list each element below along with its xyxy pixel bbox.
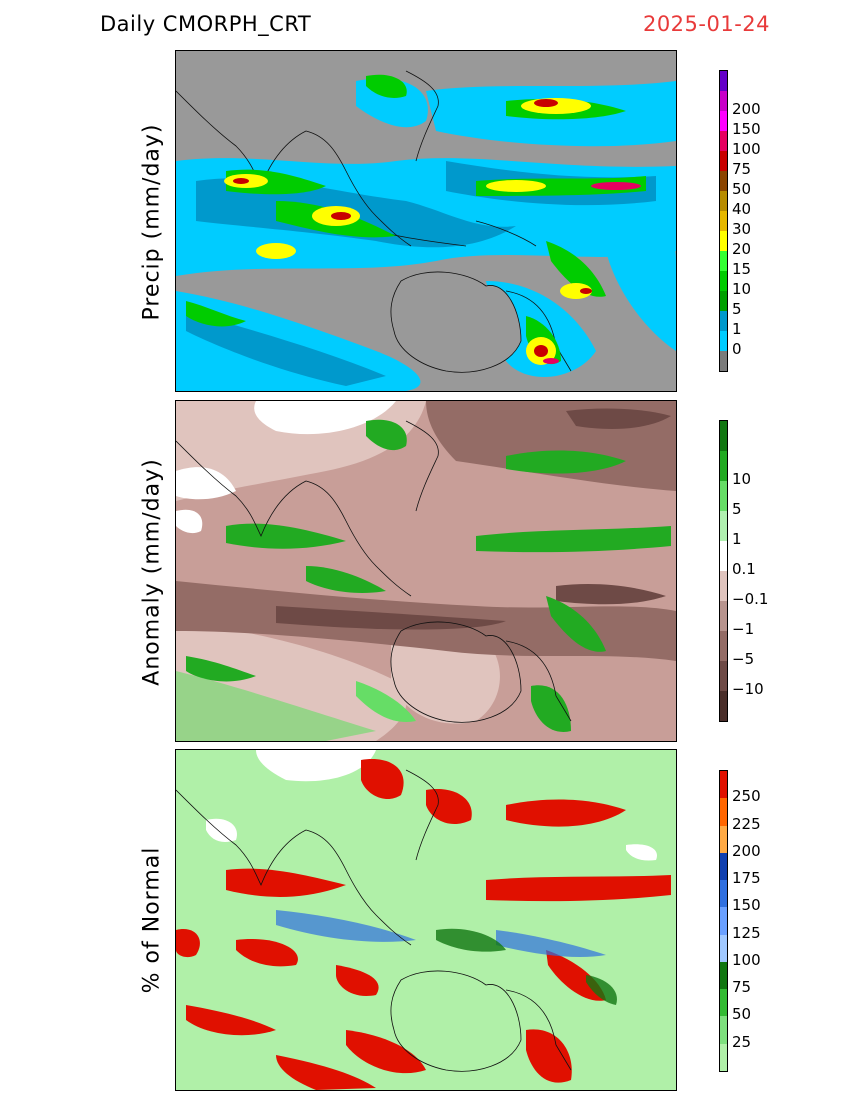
precip-colorbar-label: 0 bbox=[732, 340, 742, 358]
precip-map-panel bbox=[175, 50, 677, 392]
precip-colorbar-label: 30 bbox=[732, 220, 752, 238]
anomaly-colorbar-label: 5 bbox=[732, 500, 742, 518]
anomaly-map bbox=[176, 401, 676, 741]
figure-title: Daily CMORPH_CRT bbox=[100, 12, 312, 36]
precip-colorbar-label: 10 bbox=[732, 280, 752, 298]
precip-map bbox=[176, 51, 676, 391]
percent-colorbar-label: 250 bbox=[732, 787, 761, 806]
percent-colorbar-label: 175 bbox=[732, 869, 761, 888]
percent-colorbar-segment bbox=[720, 852, 727, 881]
precip-colorbar-segment bbox=[720, 171, 727, 191]
percent-high-red bbox=[176, 759, 671, 1090]
percent-colorbar-segment bbox=[720, 934, 727, 962]
precip-colorbar-segment bbox=[720, 331, 727, 351]
percent-coastlines bbox=[176, 769, 572, 1072]
percent-colorbar-label: 225 bbox=[732, 814, 761, 833]
anomaly-colorbar-segment bbox=[720, 631, 727, 661]
precip-colorbar bbox=[719, 70, 728, 372]
anomaly-colorbar-segment bbox=[720, 421, 727, 451]
anomaly-positive-green bbox=[186, 419, 671, 732]
percent-map bbox=[176, 750, 676, 1090]
anomaly-strong-negative bbox=[276, 408, 671, 630]
anomaly-colorbar-label: 10 bbox=[732, 470, 752, 488]
precip-magenta-cores bbox=[543, 182, 641, 364]
percent-colorbar-label: 150 bbox=[732, 896, 761, 915]
precip-colorbar-segment bbox=[720, 111, 727, 131]
precip-colorbar-label: 50 bbox=[732, 180, 752, 198]
figure-date: 2025-01-24 bbox=[642, 12, 770, 36]
precip-colorbar-label: 150 bbox=[732, 120, 761, 138]
percent-white-areas bbox=[206, 750, 657, 861]
anomaly-colorbar bbox=[719, 420, 728, 722]
percent-green-specks bbox=[436, 928, 617, 1005]
anomaly-colorbar-label: −10 bbox=[732, 680, 764, 698]
precip-colorbar-segment bbox=[720, 231, 727, 251]
precip-colorbar-label: 15 bbox=[732, 260, 752, 278]
percent-colorbar-segment bbox=[720, 961, 727, 990]
percent-colorbar-label: 50 bbox=[732, 1005, 752, 1024]
anomaly-colorbar-segment bbox=[720, 451, 727, 481]
anomaly-colorbar-segment bbox=[720, 691, 727, 721]
precip-colorbar-label: 5 bbox=[732, 300, 742, 318]
anomaly-colorbar-segment bbox=[720, 511, 727, 541]
anomaly-neutral-areas bbox=[176, 401, 396, 534]
percent-map-panel bbox=[175, 749, 677, 1091]
precip-colorbar-label: 20 bbox=[732, 240, 752, 258]
anomaly-colorbar-segment bbox=[720, 601, 727, 631]
anomaly-colorbar-label: −1 bbox=[732, 620, 755, 638]
precip-colorbar-label: 200 bbox=[732, 100, 761, 118]
precip-colorbar-label: 75 bbox=[732, 160, 752, 178]
anomaly-colorbar-segment bbox=[720, 481, 727, 511]
anomaly-colorbar-segment bbox=[720, 661, 727, 691]
percent-colorbar-label: 25 bbox=[732, 1032, 752, 1051]
percent-colorbar-segment bbox=[720, 771, 727, 799]
precip-colorbar-segment bbox=[720, 91, 727, 111]
percent-colorbar-segment bbox=[720, 798, 727, 826]
precip-colorbar-label: 1 bbox=[732, 320, 742, 338]
percent-blue-specks bbox=[276, 910, 606, 957]
percent-colorbar-segment bbox=[720, 1043, 727, 1071]
percent-ylabel: % of Normal bbox=[139, 846, 165, 994]
precip-colorbar-segment bbox=[720, 71, 727, 91]
anomaly-colorbar-segment bbox=[720, 541, 727, 571]
anomaly-map-panel bbox=[175, 400, 677, 742]
precip-colorbar-segment bbox=[720, 251, 727, 271]
percent-colorbar-label: 100 bbox=[732, 950, 761, 969]
precip-colorbar-segment bbox=[720, 351, 727, 371]
precip-red-cores bbox=[233, 99, 592, 357]
anomaly-colorbar-label: −0.1 bbox=[732, 590, 769, 608]
percent-colorbar-label: 75 bbox=[732, 978, 752, 997]
anomaly-colorbar-segment bbox=[720, 571, 727, 601]
anomaly-colorbar-label: 0.1 bbox=[732, 560, 756, 578]
percent-colorbar-segment bbox=[720, 907, 727, 935]
precip-colorbar-segment bbox=[720, 311, 727, 331]
precip-colorbar-label: 100 bbox=[732, 140, 761, 158]
anomaly-light-positive bbox=[176, 671, 416, 741]
percent-colorbar-label: 200 bbox=[732, 841, 761, 860]
precip-colorbar-segment bbox=[720, 211, 727, 231]
precip-colorbar-segment bbox=[720, 191, 727, 211]
anomaly-ylabel: Anomaly (mm/day) bbox=[139, 458, 165, 686]
precip-colorbar-segment bbox=[720, 151, 727, 171]
percent-colorbar-segment bbox=[720, 880, 727, 908]
percent-colorbar bbox=[719, 770, 728, 1072]
anomaly-colorbar-label: −5 bbox=[732, 650, 755, 668]
anomaly-coastlines bbox=[176, 420, 572, 723]
percent-colorbar-label: 125 bbox=[732, 923, 761, 942]
precip-colorbar-segment bbox=[720, 291, 727, 311]
precip-colorbar-label: 40 bbox=[732, 200, 752, 218]
anomaly-colorbar-label: 1 bbox=[732, 530, 742, 548]
percent-colorbar-segment bbox=[720, 989, 727, 1017]
precip-landmasses bbox=[390, 271, 522, 373]
precip-ylabel: Precip (mm/day) bbox=[139, 123, 165, 321]
percent-colorbar-segment bbox=[720, 1016, 727, 1044]
percent-colorbar-segment bbox=[720, 825, 727, 853]
precip-colorbar-segment bbox=[720, 271, 727, 291]
precip-colorbar-segment bbox=[720, 131, 727, 151]
